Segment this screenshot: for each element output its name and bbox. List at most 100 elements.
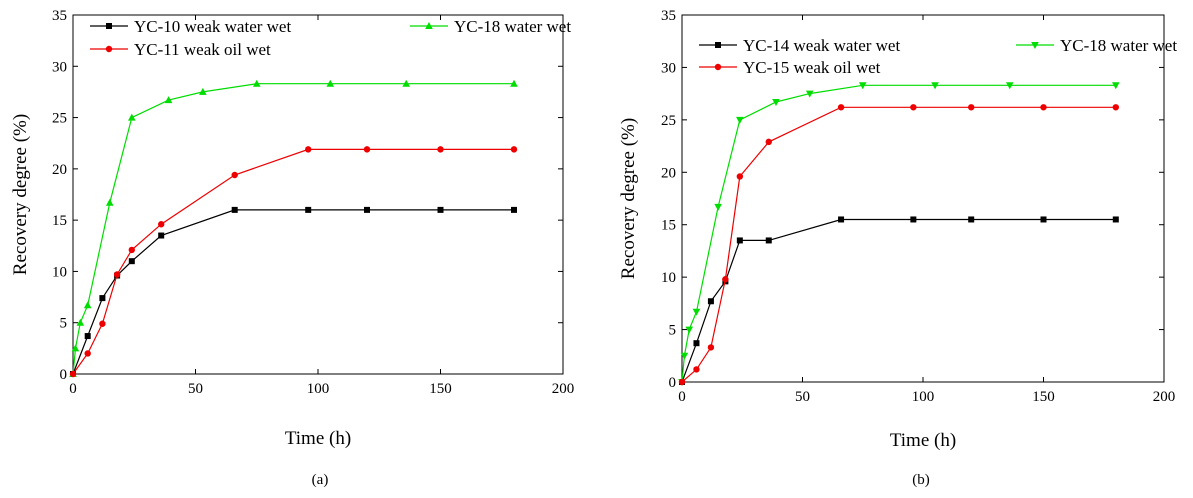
y-tick-label: 5 [669,323,677,339]
series-line [681,106,1116,383]
chart-b: 0 50 100 150 200 0 5 10 15 20 25 30 35 Time (h) Recove… [618,8,1177,488]
x-tick-label: 200 [1153,389,1176,405]
series-line [72,148,514,375]
series-2 [69,79,518,377]
legend-item: YC-11 weak oil wet [90,40,271,59]
data-point-3-6 [158,221,165,228]
y-tick-label: 25 [661,113,676,129]
data-point-2-9 [858,82,867,90]
data-point-1-6 [158,232,165,239]
data-point-1-6 [765,237,772,244]
data-point-1-3 [99,295,106,302]
y-axis-title: Recovery degree (%) [10,114,31,275]
legend-item: YC-18 water wet [1016,36,1177,55]
data-point-3-9 [968,104,975,111]
data-point-2-3 [76,318,85,326]
y-tick-label: 5 [60,316,68,332]
series-1 [679,216,1119,385]
data-point-3-5 [736,173,744,180]
data-point-2-6 [128,113,136,121]
data-point-2-7 [772,99,780,107]
legend-label: YC-11 weak oil wet [134,40,271,59]
x-tick-label: 200 [552,381,575,397]
x-tick-label: 150 [1032,389,1055,405]
legend: YC-10 weak water wet YC-18 water wet YC-11… [90,17,571,59]
data-point-3-7 [231,171,238,179]
y-tick-label: 25 [52,111,67,127]
y-tick-label: 15 [52,213,67,229]
figure-caption: (b) [912,472,930,488]
data-point-2-12 [1112,82,1120,90]
data-point-1-7 [231,206,238,213]
x-axis-title: Time (h) [890,430,956,451]
data-point-3-1 [105,45,113,53]
data-point-3-2 [693,366,700,373]
data-point-2-9 [252,79,261,87]
series-2 [678,82,1120,386]
data-point-3-3 [99,320,106,327]
data-point-3-7 [837,104,845,111]
x-tick-label: 0 [678,389,686,405]
y-tick-label: 30 [52,59,67,75]
y-tick-label: 0 [669,375,677,391]
y-tick-label: 35 [52,8,67,24]
data-point-2-10 [931,82,939,90]
series-line [72,83,514,375]
data-point-3-4 [113,271,121,278]
y-tick-label: 35 [661,8,676,24]
data-point-2-7 [164,96,173,104]
data-point-3-8 [305,146,312,153]
data-point-2-5 [714,203,722,211]
y-tick-label: 0 [60,367,68,383]
data-point-1-11 [1112,216,1119,223]
data-point-2-12 [510,79,518,87]
data-point-2-10 [326,79,335,87]
data-point-1-5 [128,258,135,265]
data-point-2-1 [425,22,433,29]
y-tick-label: 10 [52,264,67,280]
data-point-1-8 [910,216,917,223]
x-tick-label: 150 [429,381,452,397]
data-point-3-6 [765,138,772,146]
legend: YC-14 weak water wet YC-18 water wet YC-15… [699,36,1177,77]
data-point-3-1 [714,63,722,71]
data-point-1-10 [437,206,444,213]
data-point-3-9 [363,146,371,153]
data-point-1-1 [106,23,112,29]
data-point-3-10 [437,146,444,153]
data-point-3-11 [1112,104,1120,111]
series-line [72,209,514,375]
data-point-3-10 [1040,104,1047,111]
data-point-2-6 [736,116,744,124]
legend-item: YC-14 weak water wet [699,36,900,55]
legend-item: YC-18 water wet [410,17,571,36]
x-tick-label: 50 [188,381,203,397]
legend-label: YC-15 weak oil wet [743,58,881,77]
data-point-2-4 [83,301,92,309]
series-3 [69,146,518,378]
legend-label: YC-10 weak water wet [134,17,291,36]
data-point-1-9 [364,206,370,213]
data-point-2-8 [805,90,814,98]
y-tick-label: 15 [661,218,676,234]
data-point-1-3 [707,298,714,305]
y-axis-title: Recovery degree (%) [618,118,639,279]
data-point-2-4 [692,308,701,316]
data-point-2-11 [1005,82,1014,90]
series-line [681,84,1116,383]
data-point-3-5 [128,246,135,254]
x-tick-label: 0 [69,381,77,397]
legend-label: YC-18 water wet [454,17,571,36]
data-point-1-9 [968,216,975,223]
data-point-3-8 [910,104,917,111]
data-point-1-5 [736,237,743,244]
y-tick-label: 20 [661,165,676,181]
data-point-3-1 [678,378,686,386]
series-1 [70,206,517,377]
data-point-2-11 [402,79,410,87]
y-tick-label: 30 [661,60,676,76]
data-point-3-1 [69,370,77,378]
legend-label: YC-14 weak water wet [743,36,900,55]
legend-label: YC-18 water wet [1060,36,1177,55]
